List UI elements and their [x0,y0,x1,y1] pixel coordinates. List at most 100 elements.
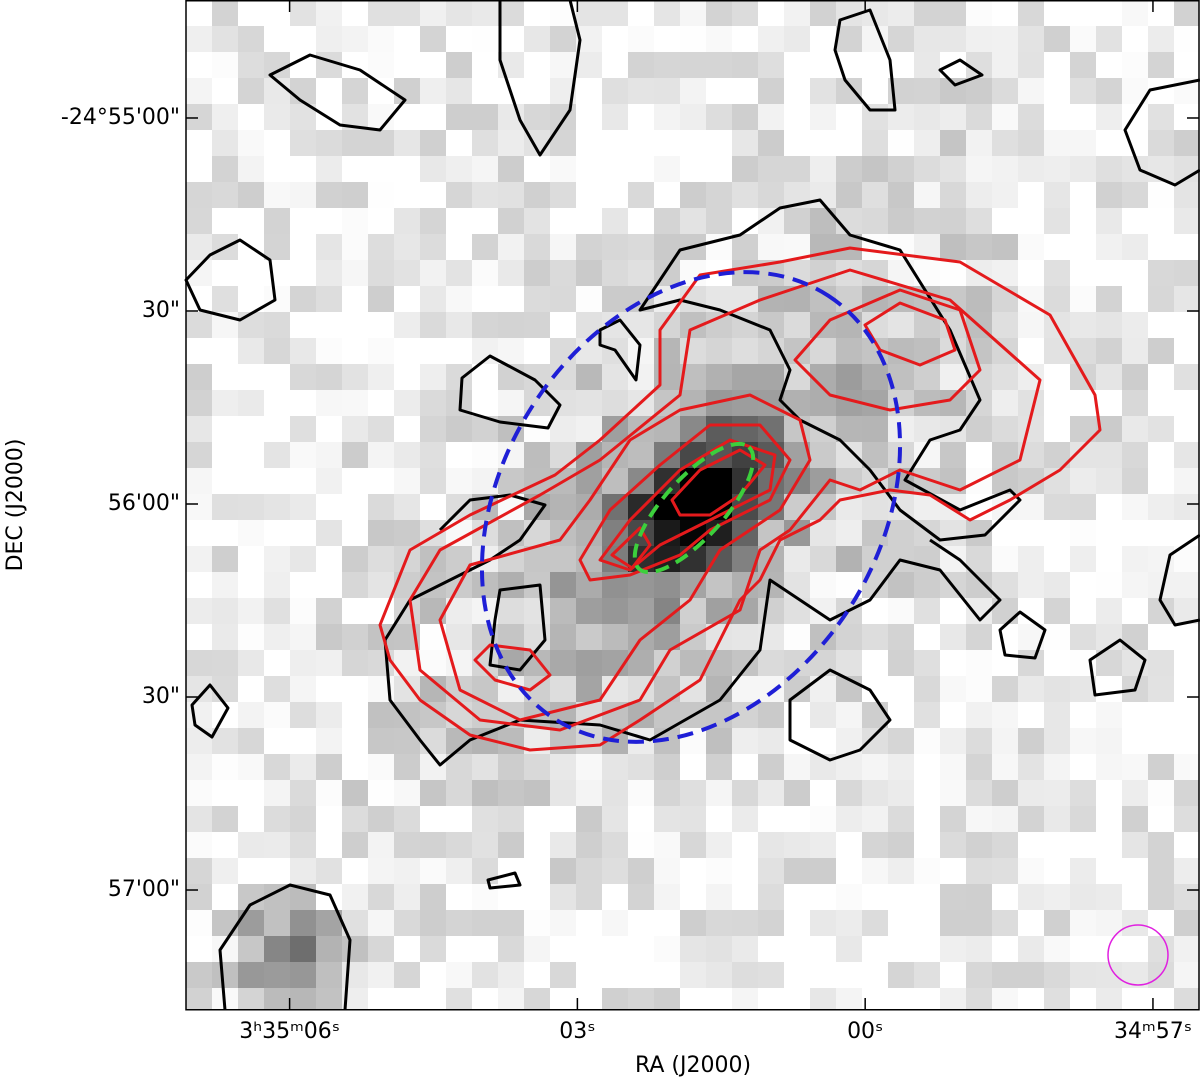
contour [498,0,582,157]
pixel [1070,572,1096,598]
pixel [1044,390,1070,416]
pixel [342,806,368,832]
pixel [186,390,212,416]
pixel [368,416,394,442]
pixel [1070,208,1096,234]
pixel [1174,650,1199,676]
pixel [940,104,966,130]
pixel [836,988,862,1010]
pixel [576,676,602,702]
pixel [602,260,628,286]
pixel [264,364,290,390]
pixel [1044,832,1070,858]
pixel [628,442,654,468]
pixel [420,286,446,312]
pixel [706,650,732,676]
pixel [862,130,888,156]
pixel [316,0,342,26]
pixel [628,884,654,910]
pixel [238,338,264,364]
pixel [212,208,238,234]
pixel [992,624,1018,650]
pixel [212,806,238,832]
pixel [420,182,446,208]
pixel [1174,260,1199,286]
pixel [420,468,446,494]
pixel [914,572,940,598]
pixel [602,234,628,260]
pixel [446,286,472,312]
pixel [238,104,264,130]
pixel [1070,858,1096,884]
pixel [446,26,472,52]
pixel [550,416,576,442]
pixel [1070,806,1096,832]
pixel [914,624,940,650]
pixel [1018,832,1044,858]
pixel [654,208,680,234]
pixel [1174,494,1199,520]
pixel [810,936,836,962]
pixel [1096,182,1122,208]
pixel [784,130,810,156]
pixel [498,312,524,338]
pixel [342,260,368,286]
pixel [368,208,394,234]
pixel [316,988,342,1010]
pixel [238,442,264,468]
pixel [316,130,342,156]
pixel [316,338,342,364]
pixel [394,52,420,78]
pixel [1096,780,1122,806]
pixel [992,728,1018,754]
pixel [316,52,342,78]
pixel [420,156,446,182]
pixel [316,702,342,728]
pixel [238,312,264,338]
pixel [1070,702,1096,728]
pixel [316,182,342,208]
pixel [342,130,368,156]
pixel [1096,702,1122,728]
pixel [706,780,732,806]
pixel [836,546,862,572]
pixel [836,520,862,546]
pixel [1122,286,1148,312]
pixel [680,26,706,52]
pixel [706,806,732,832]
pixel [186,624,212,650]
pixel [758,910,784,936]
pixel [1070,624,1096,650]
pixel [966,832,992,858]
pixel [420,390,446,416]
pixel [524,780,550,806]
pixel [524,208,550,234]
pixel [238,156,264,182]
pixel [186,962,212,988]
pixel [1122,416,1148,442]
pixel [1122,806,1148,832]
pixel [212,130,238,156]
pixel [264,650,290,676]
pixel [498,182,524,208]
x-axis-label: RA (J2000) [635,1053,751,1078]
pixel [1148,0,1174,26]
pixel [1070,156,1096,182]
pixel [1044,26,1070,52]
pixel [654,832,680,858]
pixel [940,962,966,988]
contour [578,423,792,582]
pixel [420,52,446,78]
pixel [1174,338,1199,364]
pixel [264,234,290,260]
pixel [1174,728,1199,754]
pixel [914,780,940,806]
pixel [1018,338,1044,364]
pixel [992,598,1018,624]
pixel [394,130,420,156]
pixel [1148,780,1174,806]
pixel [1148,208,1174,234]
pixel [524,312,550,338]
pixel [836,624,862,650]
pixel [1096,78,1122,104]
